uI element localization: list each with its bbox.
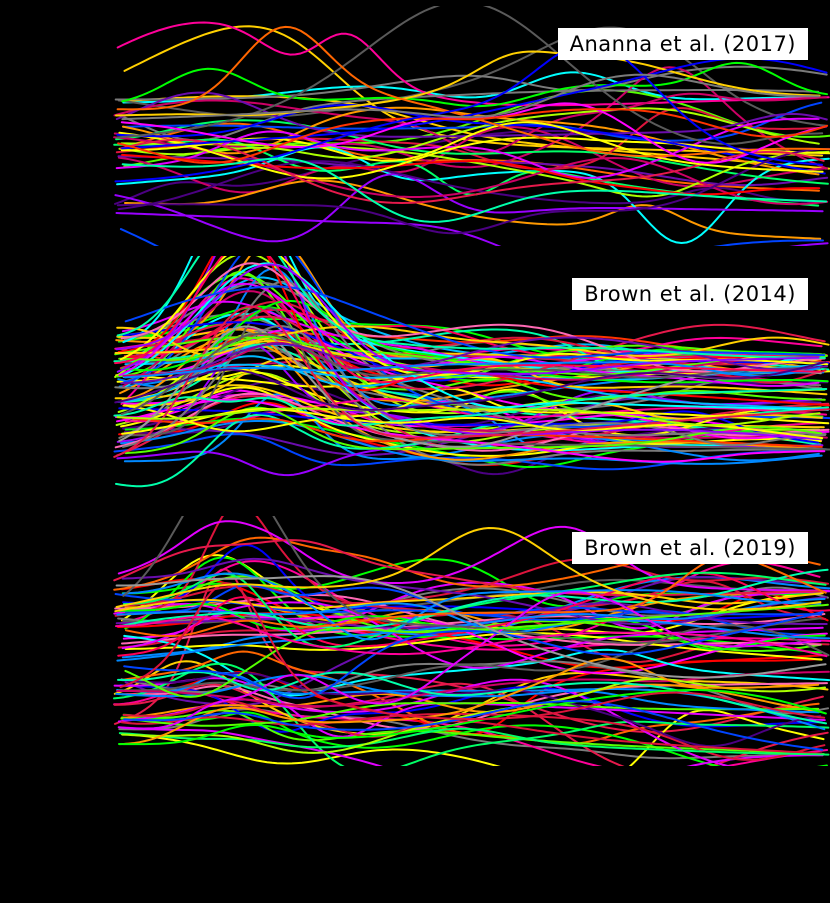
panel-ananna-2017-plot [113, 6, 830, 246]
panel-label-brown-2014: Brown et al. (2014) [572, 278, 808, 310]
panel-label-brown-2019: Brown et al. (2019) [572, 532, 808, 564]
panel-brown-2014: Brown et al. (2014) [0, 256, 830, 492]
panel-ananna-2017: Ananna et al. (2017) [0, 6, 830, 246]
panel-brown-2019-plot [113, 516, 830, 766]
panel-brown-2019: Brown et al. (2019) [0, 516, 830, 766]
panel-brown-2014-plot [113, 256, 830, 488]
panel-label-ananna-2017: Ananna et al. (2017) [557, 28, 808, 60]
